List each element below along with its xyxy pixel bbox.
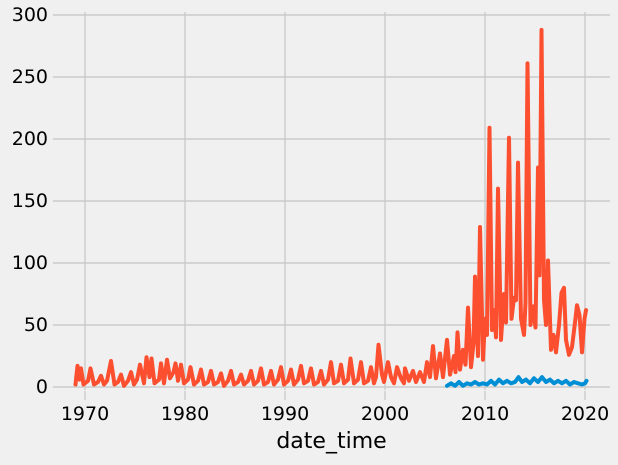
blue-series-line: [445, 375, 589, 388]
y-tick-label: 200: [11, 128, 48, 150]
y-tick-label: 250: [11, 66, 48, 88]
series-lines: [73, 27, 589, 388]
gridlines: [53, 12, 610, 390]
axis-tick-marks: [84, 391, 586, 400]
y-tick-label: 50: [23, 314, 48, 336]
x-tick-label: 1970: [60, 403, 110, 425]
x-tick-label: 1980: [160, 403, 210, 425]
x-tick-label: 2000: [360, 403, 410, 425]
y-tick-label: 300: [11, 4, 48, 26]
red-series-line: [73, 27, 588, 388]
x-tick-label: 1990: [260, 403, 310, 425]
x-tick-label: 2010: [460, 403, 510, 425]
y-tick-label: 150: [11, 190, 48, 212]
y-tick-label: 100: [11, 252, 48, 274]
y-tick-label: 0: [35, 376, 48, 398]
x-axis-label: date_time: [276, 429, 387, 454]
x-tick-label: 2020: [560, 403, 610, 425]
